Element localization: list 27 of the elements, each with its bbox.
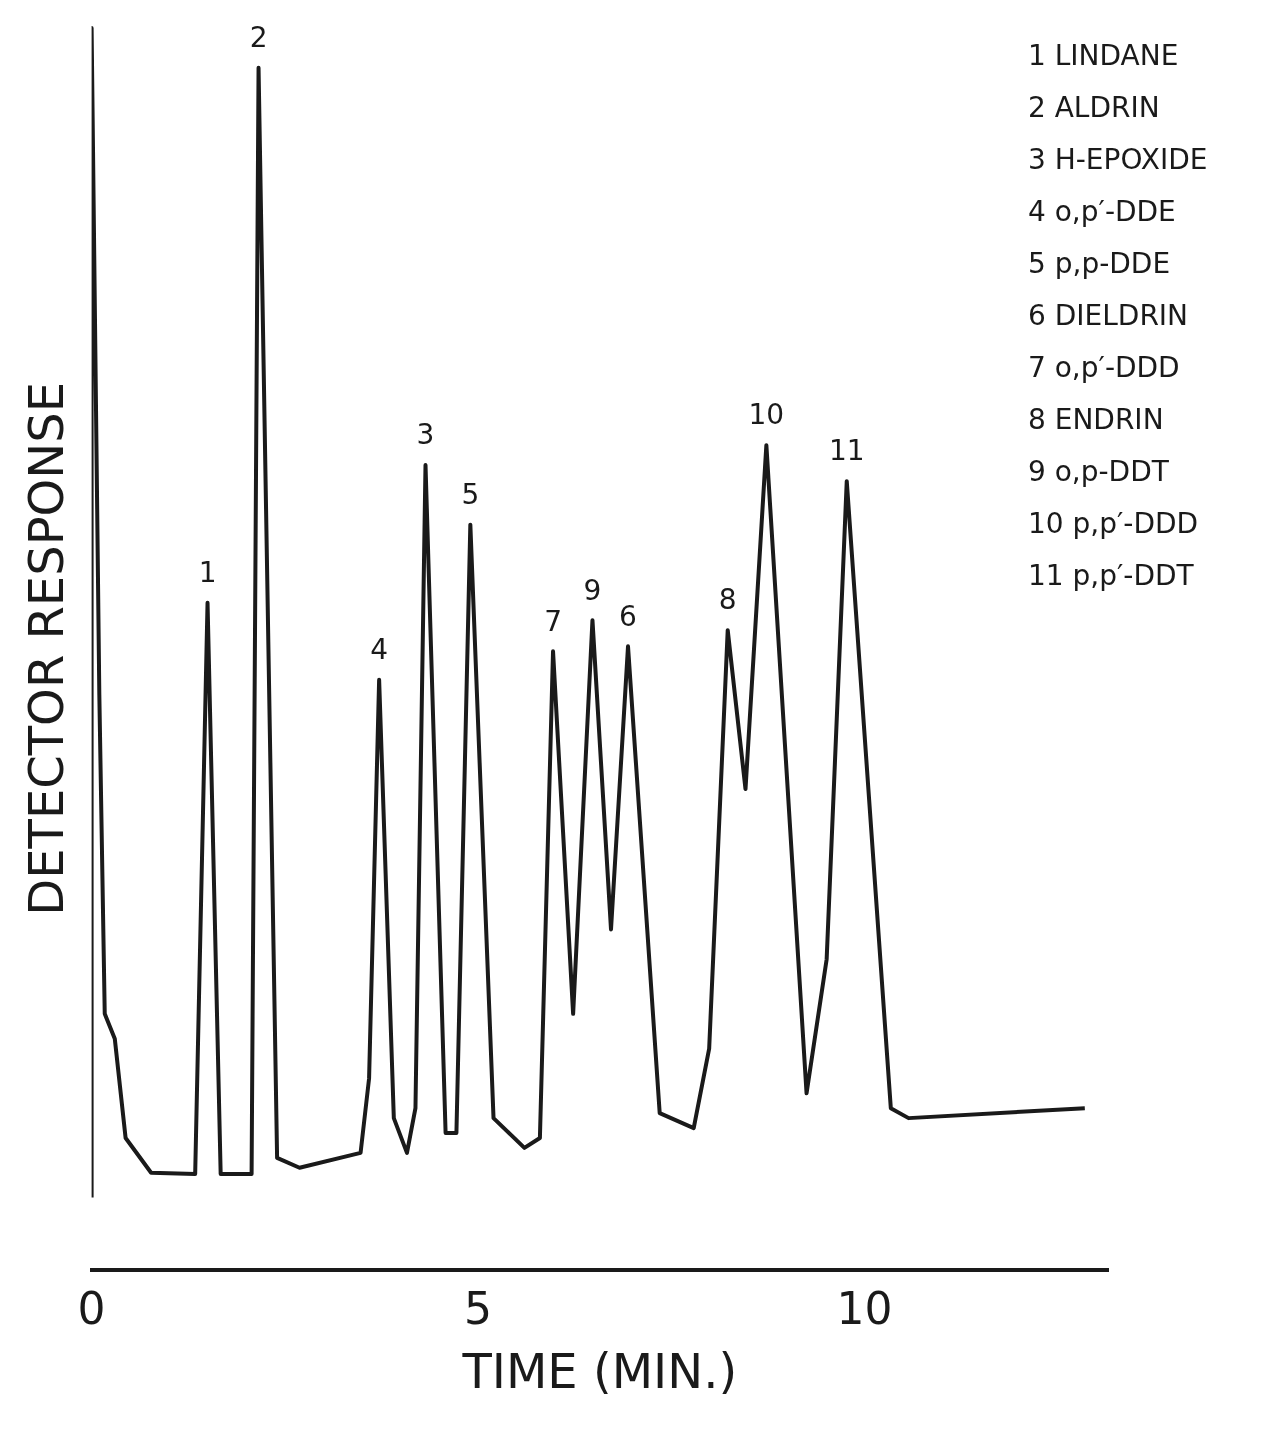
annotation: 8 ENDRIN <box>1028 403 1164 437</box>
x-axis-title: TIME (MIN.) <box>461 1342 738 1399</box>
annotation: 6 <box>619 599 637 633</box>
annotation: 10 p,p′-DDD <box>1028 507 1199 541</box>
annotation: 11 <box>828 434 865 468</box>
y-axis-title: DETECTOR RESPONSE <box>18 381 75 916</box>
annotation: 7 <box>544 604 562 638</box>
annotation: 3 <box>416 418 435 452</box>
annotation: 11 p,p′-DDT <box>1028 559 1195 593</box>
annotation: 5 <box>461 477 480 511</box>
x-tick-label: 0 <box>77 1283 106 1335</box>
annotation: 1 LINDANE <box>1028 39 1179 73</box>
x-tick-label: 10 <box>836 1283 893 1335</box>
annotation: 6 DIELDRIN <box>1028 299 1189 333</box>
annotation: 7 o,p′-DDD <box>1028 351 1180 385</box>
annotation: 3 H-EPOXIDE <box>1028 143 1208 177</box>
annotation: 8 <box>718 583 737 617</box>
annotation: 1 <box>198 556 217 590</box>
annotation: 2 <box>249 21 268 55</box>
annotation: 9 o,p-DDT <box>1028 455 1170 489</box>
x-tick-label: 5 <box>464 1283 493 1335</box>
annotation: 4 <box>370 633 389 667</box>
annotation: 5 p,p-DDE <box>1028 247 1171 281</box>
annotation: 4 o,p′-DDE <box>1028 195 1176 229</box>
annotation: 2 ALDRIN <box>1028 91 1160 125</box>
annotation: 9 <box>583 573 602 607</box>
annotation: 10 <box>748 398 785 432</box>
